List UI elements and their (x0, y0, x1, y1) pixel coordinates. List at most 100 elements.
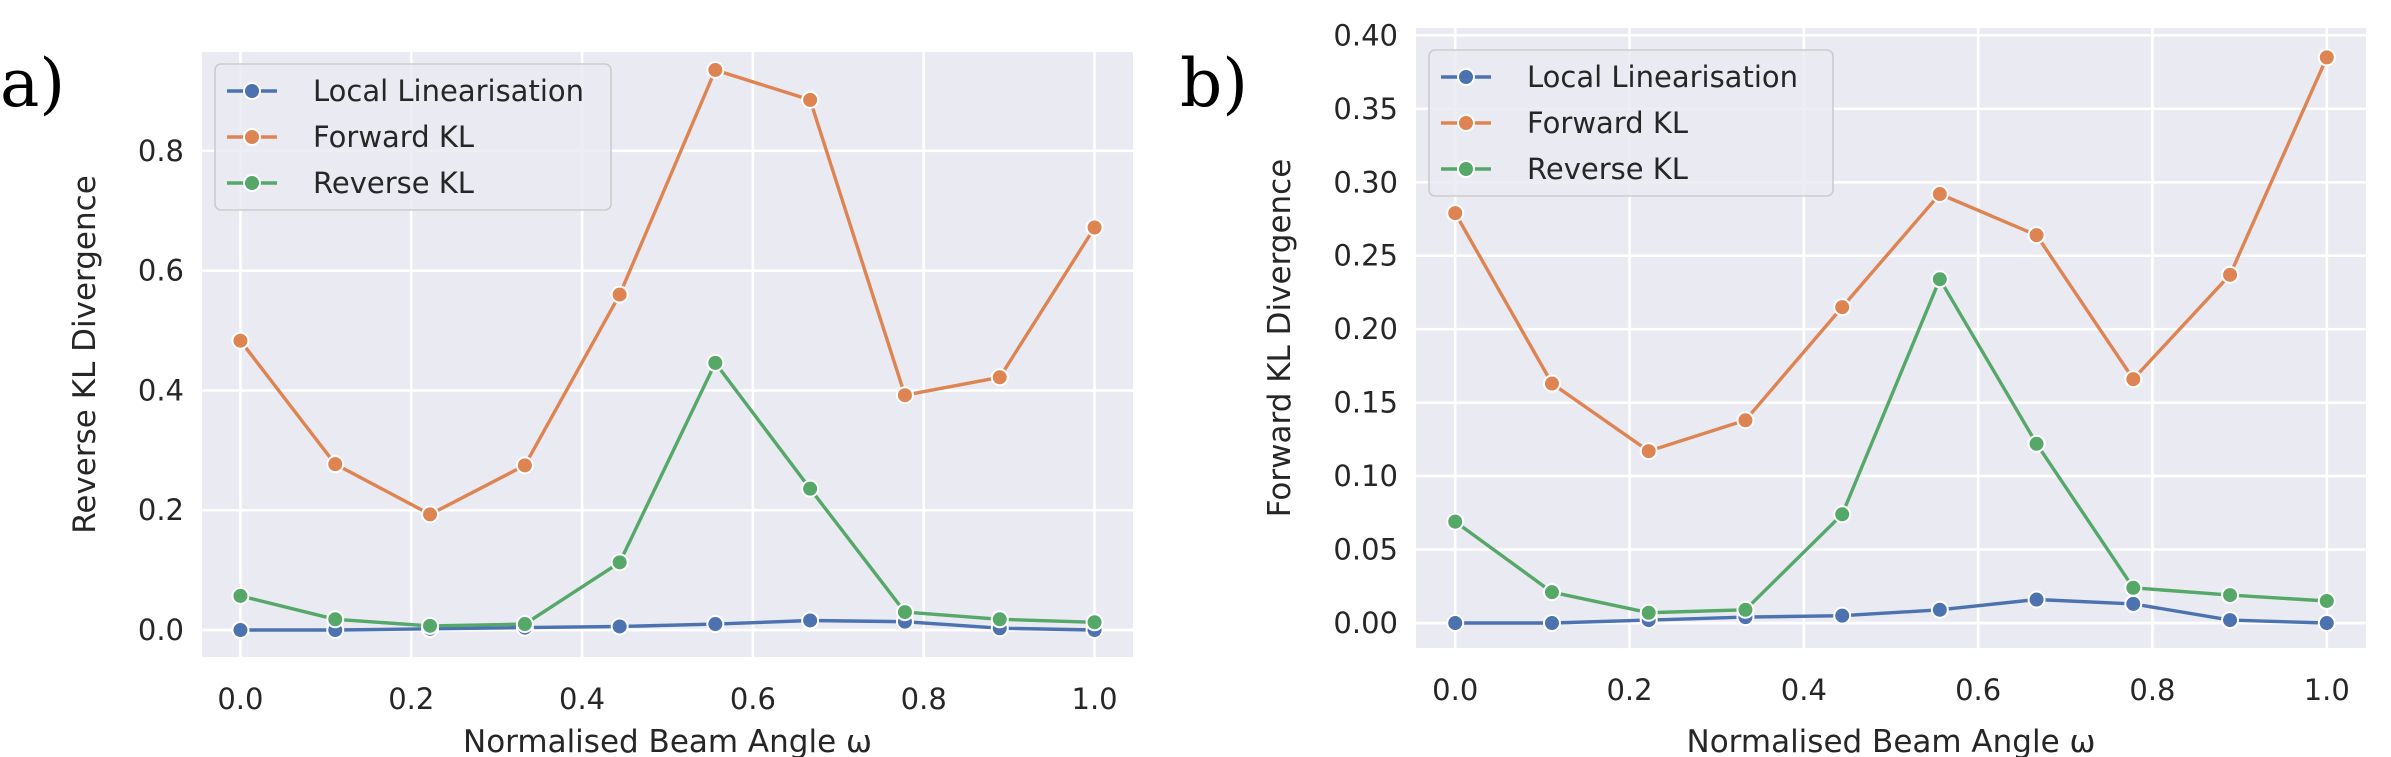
series-line (239, 68, 1097, 517)
data-point (1930, 270, 1949, 289)
legend-marker (243, 82, 261, 100)
data-point (895, 386, 914, 405)
y-tick-label: 0.10 (1333, 459, 1398, 493)
data-point (610, 553, 629, 572)
data-point (231, 586, 250, 605)
data-point (610, 285, 629, 304)
data-point (801, 479, 820, 498)
y-tick-label: 0.6 (138, 254, 184, 288)
series-line (1453, 56, 2329, 453)
data-point (1930, 185, 1949, 204)
data-point (515, 615, 534, 634)
data-point (2221, 586, 2240, 605)
data-point (2317, 614, 2336, 633)
y-axis-label: Forward KL Divergence (1262, 159, 1298, 518)
data-point (2317, 591, 2336, 610)
x-tick-label: 0.8 (901, 682, 947, 716)
data-point (1085, 218, 1104, 237)
x-axis-label: Normalised Beam Angle ω (1687, 724, 2096, 757)
data-point (2221, 265, 2240, 284)
data-point (1639, 442, 1658, 461)
data-point (326, 610, 345, 629)
data-point (1542, 374, 1561, 393)
x-tick-label: 0.8 (2129, 673, 2175, 707)
x-tick-label: 1.0 (1072, 682, 1118, 716)
data-point (1542, 583, 1561, 602)
data-point (1736, 600, 1755, 619)
x-tick-label: 0.4 (1781, 673, 1827, 707)
legend-box (214, 63, 612, 211)
legend-marker (1457, 114, 1475, 132)
data-point (1446, 614, 1465, 633)
data-point (1833, 505, 1852, 524)
data-point (990, 610, 1009, 629)
data-point (1736, 411, 1755, 430)
x-axis-label: Normalised Beam Angle ω (463, 724, 872, 757)
data-point (706, 60, 725, 79)
chart-panel-a: a) 0.0 0.2 0.4 0.6 0.8 1.0 0.0 0.2 0.4 0.6 0.8 Norm… (0, 45, 1133, 757)
data-point (2124, 370, 2143, 389)
data-point (2124, 594, 2143, 613)
data-point (421, 616, 440, 635)
legend-box (1428, 49, 1834, 197)
y-tick-label: 0.20 (1333, 312, 1398, 346)
legend-label: Local Linearisation (1527, 60, 1798, 94)
y-tick-label: 0.00 (1333, 606, 1398, 640)
data-point (1833, 298, 1852, 317)
x-tick-label: 0.2 (1606, 673, 1652, 707)
data-point (2027, 590, 2046, 609)
data-point (990, 368, 1009, 387)
y-tick-label: 0.30 (1333, 165, 1398, 199)
y-axis-label: Reverse KL Divergence (67, 175, 103, 534)
legend-label: Reverse KL (313, 166, 474, 200)
y-tick-label: 0.25 (1333, 239, 1398, 273)
chart-panel-b: b) 0.0 0.2 0.4 0.6 0.8 1.0 0.00 0.05 0.10 0.15 0.2… (1180, 18, 2366, 757)
y-tick-label: 0.0 (138, 613, 184, 647)
x-tick-label: 0.2 (388, 682, 434, 716)
data-point (801, 611, 820, 630)
data-point (610, 617, 629, 636)
x-tick-label: 0.6 (730, 682, 776, 716)
x-tick-label: 0.6 (1955, 673, 2001, 707)
panel-label: b) (1180, 45, 1248, 122)
data-point (1930, 600, 1949, 619)
legend-label: Forward KL (313, 120, 474, 154)
data-point (231, 331, 250, 350)
data-point (2027, 434, 2046, 453)
series-line (239, 361, 1095, 628)
data-point (1085, 613, 1104, 632)
y-tick-label: 0.35 (1333, 92, 1398, 126)
data-point (1833, 606, 1852, 625)
data-point (1639, 603, 1658, 622)
y-tick-label: 0.05 (1333, 533, 1398, 567)
x-tick-label: 1.0 (2304, 673, 2350, 707)
data-point (2027, 226, 2046, 245)
x-tick-label: 0.4 (559, 682, 605, 716)
legend-marker (1457, 68, 1475, 86)
legend-label: Forward KL (1527, 106, 1688, 140)
y-tick-label: 0.8 (138, 134, 184, 168)
data-point (706, 353, 725, 372)
y-tick-label: 0.40 (1333, 18, 1398, 52)
data-point (1446, 512, 1465, 531)
data-point (231, 621, 250, 640)
series-line (1454, 277, 2327, 615)
data-point (2221, 611, 2240, 630)
panel-label: a) (0, 45, 65, 122)
y-tick-label: 0.2 (138, 493, 184, 527)
data-point (515, 456, 534, 475)
y-tick-label: 0.4 (138, 373, 184, 407)
data-point (1542, 614, 1561, 633)
y-tick-label: 0.15 (1333, 386, 1398, 420)
data-point (1446, 204, 1465, 223)
data-point (801, 90, 820, 109)
data-point (706, 615, 725, 634)
series-line (1455, 597, 2327, 625)
data-point (421, 505, 440, 524)
x-tick-label: 0.0 (217, 682, 263, 716)
legend-marker (1457, 160, 1475, 178)
legend-label: Reverse KL (1527, 152, 1688, 186)
data-point (895, 603, 914, 622)
legend-label: Local Linearisation (313, 74, 584, 108)
